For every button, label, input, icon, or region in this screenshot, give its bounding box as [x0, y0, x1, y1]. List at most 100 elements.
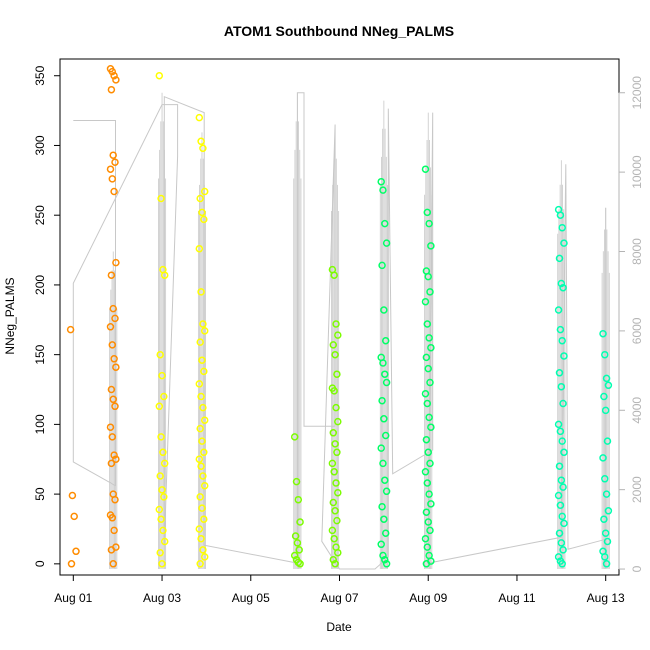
data-point — [200, 481, 209, 490]
data-point — [197, 462, 205, 470]
data-point — [382, 378, 391, 387]
data-point — [160, 537, 169, 546]
x-tick-label: Aug 05 — [232, 591, 270, 605]
data-point — [559, 283, 567, 292]
data-point — [599, 329, 607, 338]
data-point — [108, 514, 117, 522]
data-point — [382, 487, 391, 496]
data-point — [70, 512, 78, 521]
data-point — [601, 406, 610, 415]
data-point — [199, 472, 207, 480]
data-point — [108, 67, 117, 76]
data-point — [423, 399, 432, 408]
y-axis-title: NNeg_PALMS — [3, 277, 17, 354]
data-point — [330, 387, 338, 395]
data-point — [199, 320, 207, 328]
data-point — [197, 534, 205, 543]
data-point — [111, 495, 119, 504]
data-point — [112, 455, 120, 463]
data-point — [195, 113, 204, 122]
data-point — [160, 459, 169, 468]
data-point — [557, 382, 566, 391]
data-point — [556, 325, 565, 334]
data-point — [377, 177, 385, 186]
data-point — [68, 491, 77, 500]
data-point — [332, 479, 340, 487]
data-point — [195, 455, 204, 463]
data-point — [111, 402, 119, 411]
y-tick-label: 200 — [33, 275, 47, 295]
y2-tick-label: 2000 — [630, 476, 644, 503]
data-point — [423, 208, 432, 217]
data-point — [108, 341, 117, 349]
data-point — [200, 553, 209, 561]
data-point — [426, 459, 434, 468]
data-point — [427, 500, 435, 508]
data-point — [292, 477, 301, 486]
data-point — [110, 355, 118, 363]
data-point — [195, 525, 204, 533]
y2-tick-label: 8000 — [630, 238, 644, 265]
data-point — [198, 208, 206, 217]
data-point — [557, 539, 566, 547]
data-point — [158, 560, 166, 568]
data-point — [200, 448, 208, 457]
data-point — [290, 551, 299, 560]
data-point — [556, 501, 565, 510]
data-point — [332, 320, 340, 328]
x-axis: Aug 01 Aug 03 Aug 05 Aug 07 Aug 09 Aug 11 Aug … — [54, 574, 625, 605]
data-point — [421, 534, 430, 543]
data-point — [198, 504, 206, 512]
data-point — [381, 336, 390, 345]
y-tick-label: 50 — [33, 487, 47, 501]
y2-tick-label: 0 — [630, 565, 644, 572]
data-point — [556, 427, 565, 436]
data-point — [423, 543, 432, 551]
data-point — [155, 402, 164, 411]
secondary-series-spikes — [109, 92, 610, 570]
data-point — [160, 271, 169, 279]
data-point — [107, 385, 116, 394]
data-point — [421, 389, 430, 398]
data-point — [200, 416, 209, 424]
data-point — [560, 519, 568, 528]
data-point — [296, 560, 304, 568]
data-point — [426, 378, 434, 387]
data-point — [328, 459, 337, 468]
x-tick-label: Aug 09 — [409, 591, 447, 605]
data-point — [106, 165, 115, 173]
data-point — [603, 437, 612, 445]
data-point — [112, 363, 120, 371]
data-point — [424, 448, 432, 457]
data-point — [601, 475, 609, 483]
y2-tick-label: 6000 — [630, 317, 644, 344]
data-point — [333, 516, 341, 525]
data-point — [558, 223, 566, 232]
data-point — [197, 392, 205, 401]
data-point — [110, 71, 118, 80]
data-point — [329, 429, 338, 437]
data-point — [554, 553, 563, 561]
data-point — [427, 423, 435, 431]
data-point — [423, 320, 432, 328]
data-point — [295, 546, 303, 554]
data-point — [331, 350, 339, 359]
data-point — [293, 539, 302, 547]
data-point — [112, 76, 120, 84]
data-point — [107, 271, 116, 279]
secondary-series-lines — [72, 92, 607, 570]
data-point — [424, 272, 432, 281]
data-point — [333, 448, 341, 457]
data-point — [155, 505, 164, 514]
data-point — [421, 468, 430, 476]
data-point — [424, 364, 432, 373]
chart-title: ATOM1 Southbound NNeg_PALMS — [224, 23, 454, 39]
data-point — [158, 486, 166, 494]
data-point — [331, 560, 339, 568]
data-point — [555, 529, 564, 537]
data-point — [422, 508, 431, 516]
data-point — [110, 526, 118, 535]
data-point — [109, 304, 117, 313]
data-point — [559, 483, 567, 491]
